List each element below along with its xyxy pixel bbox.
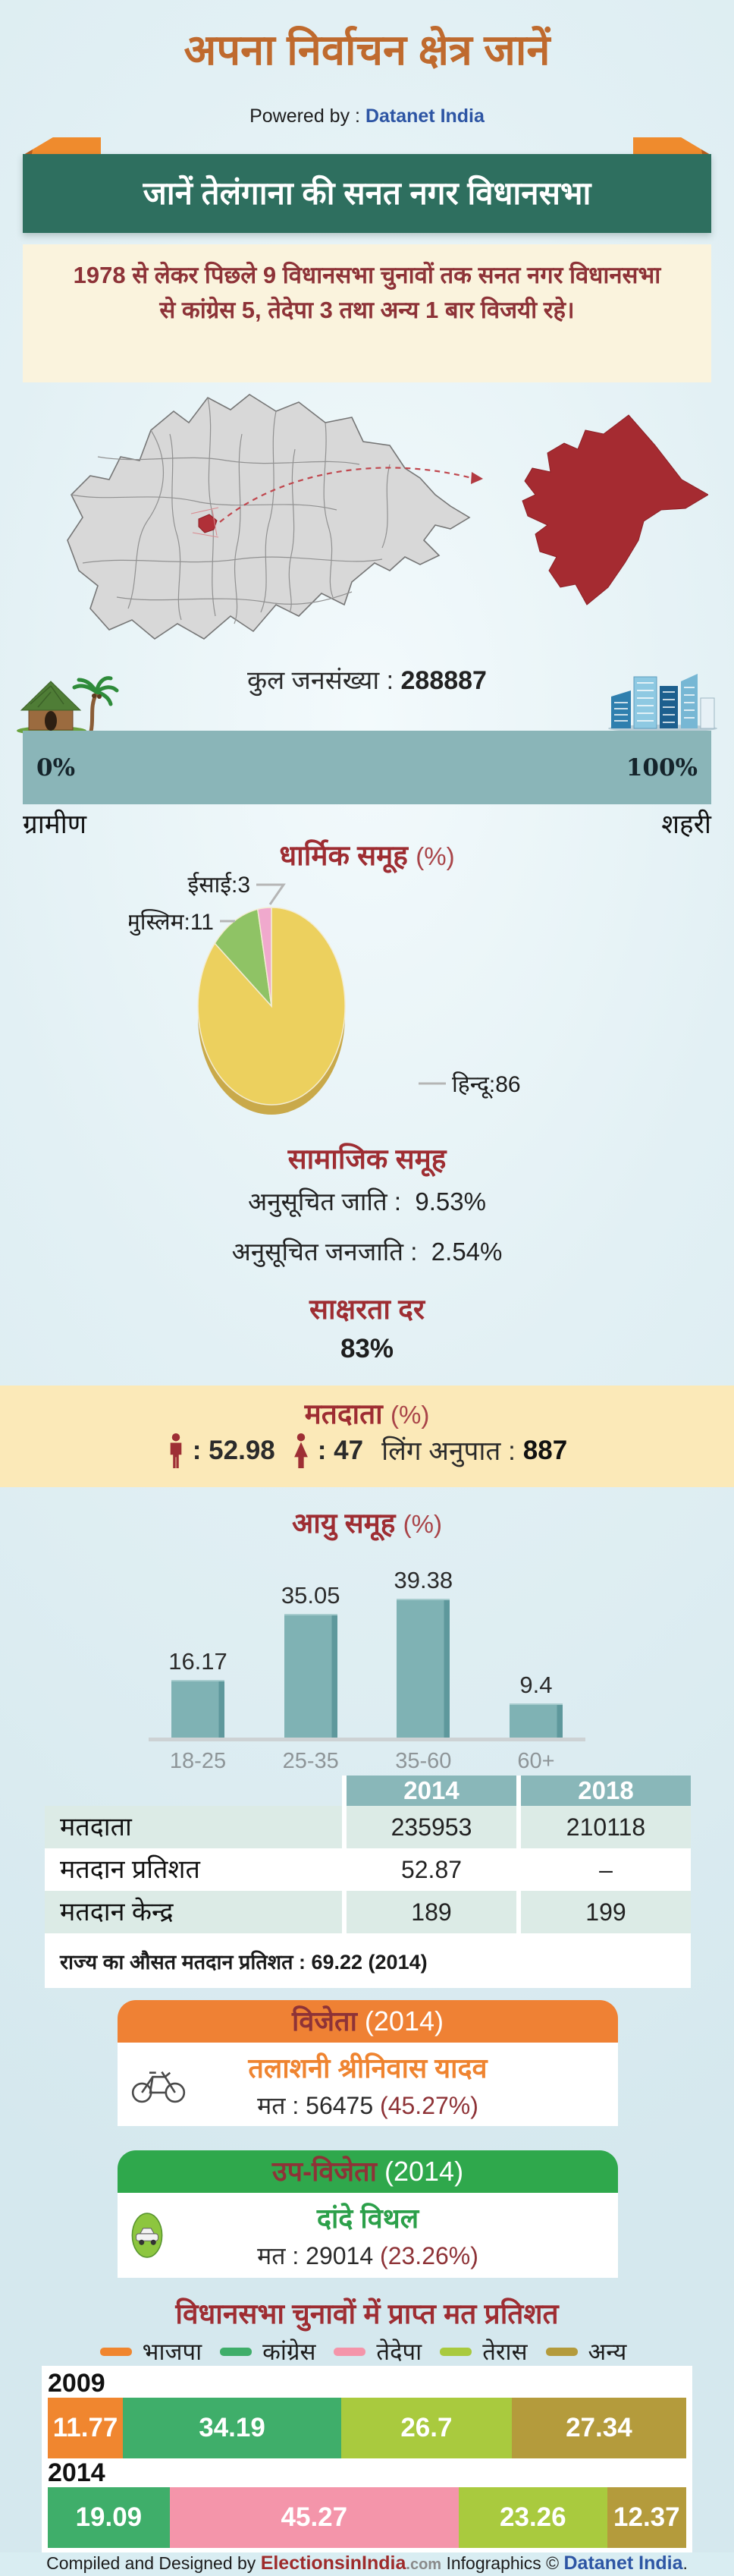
- urban-label: शहरी: [661, 810, 711, 839]
- bar-25-35: [284, 1615, 337, 1738]
- pie-slice-christian: [256, 907, 272, 1007]
- legend-swatch-bjp: [99, 2347, 132, 2356]
- rural-label: ग्रामीण: [23, 810, 87, 839]
- bar-60plus: [509, 1704, 563, 1738]
- segment: 23.26: [458, 2487, 607, 2548]
- runner-up-votes: मत : 29014 (23.26%): [257, 2242, 478, 2269]
- village-hut-icon: [17, 676, 119, 735]
- religion-pie-chart: ईसाई:3 मुस्लिम:11 हिन्दू:86: [129, 872, 521, 1115]
- gender-stats: : 52.98 : 47 लिंग अनुपात : 887: [0, 1433, 734, 1468]
- winner-votes: मत : 56475 (45.27%): [257, 2092, 478, 2119]
- segment: 26.7: [340, 2398, 512, 2458]
- legend-swatch-tdp: [334, 2347, 366, 2356]
- table-row: मतदान प्रतिशत 52.87 –: [45, 1848, 691, 1891]
- population-value: 288887: [400, 666, 487, 695]
- age-chart-title: आयु समूह (%): [292, 1508, 442, 1539]
- pie-label-muslim: मुस्लिम:11: [129, 909, 214, 936]
- year-label-2014: 2014: [48, 2458, 105, 2487]
- pie-label-hindu: हिन्दू:86: [452, 1071, 521, 1099]
- arrowhead-icon: [471, 472, 483, 484]
- age-bar-col: 9.4: [491, 1672, 582, 1738]
- segment: 19.09: [48, 2487, 170, 2548]
- datanet-brand-footer: Datanet India: [563, 2552, 683, 2574]
- table-row: मतदान केन्द्र 189 199: [45, 1891, 691, 1933]
- rural-urban-labels: ग्रामीण शहरी: [23, 806, 711, 841]
- segment: 27.34: [511, 2398, 686, 2458]
- sex-ratio-label: लिंग अनुपात :: [381, 1436, 516, 1466]
- population-label: कुल जनसंख्या :: [247, 666, 394, 695]
- turnout-table: 2014 2018 मतदाता 235953 210118 मतदान प्र…: [45, 1776, 691, 1988]
- voters-band: [0, 1386, 734, 1487]
- bicycle-icon: [131, 2071, 186, 2103]
- vote-share-legend: भाजपा कांग्रेस तेदेपा तेरास अन्य: [0, 2335, 734, 2367]
- social-section-title: सामाजिक समूह: [287, 1143, 447, 1175]
- segment: 12.37: [607, 2487, 686, 2548]
- col-2018: 2018: [516, 1776, 691, 1806]
- col-2014: 2014: [342, 1776, 516, 1806]
- state-map: [67, 394, 471, 640]
- datanet-brand: Datanet India: [365, 105, 485, 127]
- table-row: मतदाता 235953 210118: [45, 1806, 691, 1848]
- legend-swatch-others: [545, 2347, 578, 2356]
- sex-ratio-value: 887: [522, 1435, 568, 1465]
- zoom-arrow: [219, 467, 472, 523]
- segment: 34.19: [123, 2398, 341, 2458]
- stacked-bar-2014: 19.09 45.27 23.26 12.37: [48, 2487, 686, 2548]
- age-bar-chart: 16.17 35.05 39.38 9.4 18-25 25-35 35-60 …: [128, 1562, 606, 1774]
- pie-label-christian: ईसाई:3: [187, 872, 250, 898]
- runner-up-name: दांदे विथल: [316, 2203, 419, 2234]
- stacked-bar-2009: 11.77 34.19 26.7 27.34: [48, 2398, 686, 2458]
- religion-section-title: धार्मिक समूह (%): [279, 840, 455, 871]
- male-value: : 52.98: [192, 1435, 275, 1465]
- rural-pct: 0%: [36, 753, 76, 782]
- highlighted-region: [198, 514, 218, 533]
- constituency-shape: [522, 414, 708, 605]
- age-bar-col: 35.05: [265, 1582, 356, 1738]
- literacy-value: 83%: [340, 1334, 394, 1363]
- x-axis: [149, 1738, 585, 1741]
- legend-swatch-congress: [220, 2347, 253, 2356]
- powered-by: Powered by : Datanet India: [0, 105, 734, 127]
- elections-in-india-brand: ElectionsinIndia: [260, 2552, 406, 2574]
- total-population: कुल जनसंख्या : 288887: [0, 662, 734, 697]
- sc-row: अनुसूचित जाति : 9.53%: [248, 1187, 486, 1216]
- state-average-note: राज्य का औसत मतदान प्रतिशत : 69.22 (2014…: [45, 1933, 691, 1988]
- powered-by-label: Powered by :: [249, 105, 360, 127]
- voters-title: मतदाता (%): [304, 1398, 430, 1430]
- constituency-banner: जानें तेलंगाना की सनत नगर विधानसभा: [23, 154, 711, 233]
- male-icon: [170, 1433, 182, 1468]
- age-categories: 18-25 25-35 35-60 60+: [169, 1749, 555, 1773]
- bar-35-60: [397, 1599, 450, 1738]
- bar-18-25: [171, 1681, 224, 1738]
- literacy-title: साक्षरता दर: [309, 1294, 425, 1325]
- age-bar-col: 16.17: [152, 1648, 243, 1738]
- winner-card: विजेता (2014) तलाशनी श्रीनिवास यादव मत :…: [118, 2000, 618, 2126]
- winner-header: विजेता (2014): [118, 2000, 618, 2043]
- vote-share-chart: 2009 11.77 34.19 26.7 27.34 2014 19.09 4…: [42, 2366, 692, 2554]
- footer-credit: Compiled and Designed by ElectionsinIndi…: [0, 2552, 734, 2576]
- segment: 45.27: [169, 2487, 459, 2548]
- city-buildings-icon: [608, 674, 717, 732]
- ribbon-fold-left-icon: [24, 137, 101, 155]
- female-value: : 47: [317, 1435, 364, 1465]
- st-row: अनुसूचित जनजाति : 2.54%: [231, 1238, 503, 1266]
- ribbon-fold-right-icon: [633, 137, 710, 155]
- constituency-map: [67, 394, 708, 640]
- segment: 11.77: [48, 2398, 124, 2458]
- car-symbol-icon: [131, 2213, 163, 2258]
- runner-up-header: उप-विजेता (2014): [118, 2150, 618, 2193]
- winner-name: तलाशनी श्रीनिवास यादव: [248, 2052, 488, 2084]
- urban-pct: 100%: [626, 753, 698, 782]
- runner-up-card: उप-विजेता (2014) दांदे विथल मत : 29014 (…: [118, 2150, 618, 2278]
- female-icon: [293, 1433, 308, 1468]
- history-summary: 1978 से लेकर पिछले 9 विधानसभा चुनावों तक…: [23, 244, 711, 382]
- page-title: अपना निर्वाचन क्षेत्र जानें: [184, 26, 550, 74]
- rural-urban-bar: 0% 100%: [23, 731, 711, 804]
- vote-share-title: विधानसभा चुनावों में प्राप्त मत प्रतिशत: [175, 2298, 559, 2329]
- year-label-2009: 2009: [48, 2369, 105, 2398]
- table-header-row: 2014 2018: [45, 1776, 691, 1806]
- legend-swatch-trs: [440, 2347, 472, 2356]
- age-bar-col: 39.38: [378, 1567, 469, 1738]
